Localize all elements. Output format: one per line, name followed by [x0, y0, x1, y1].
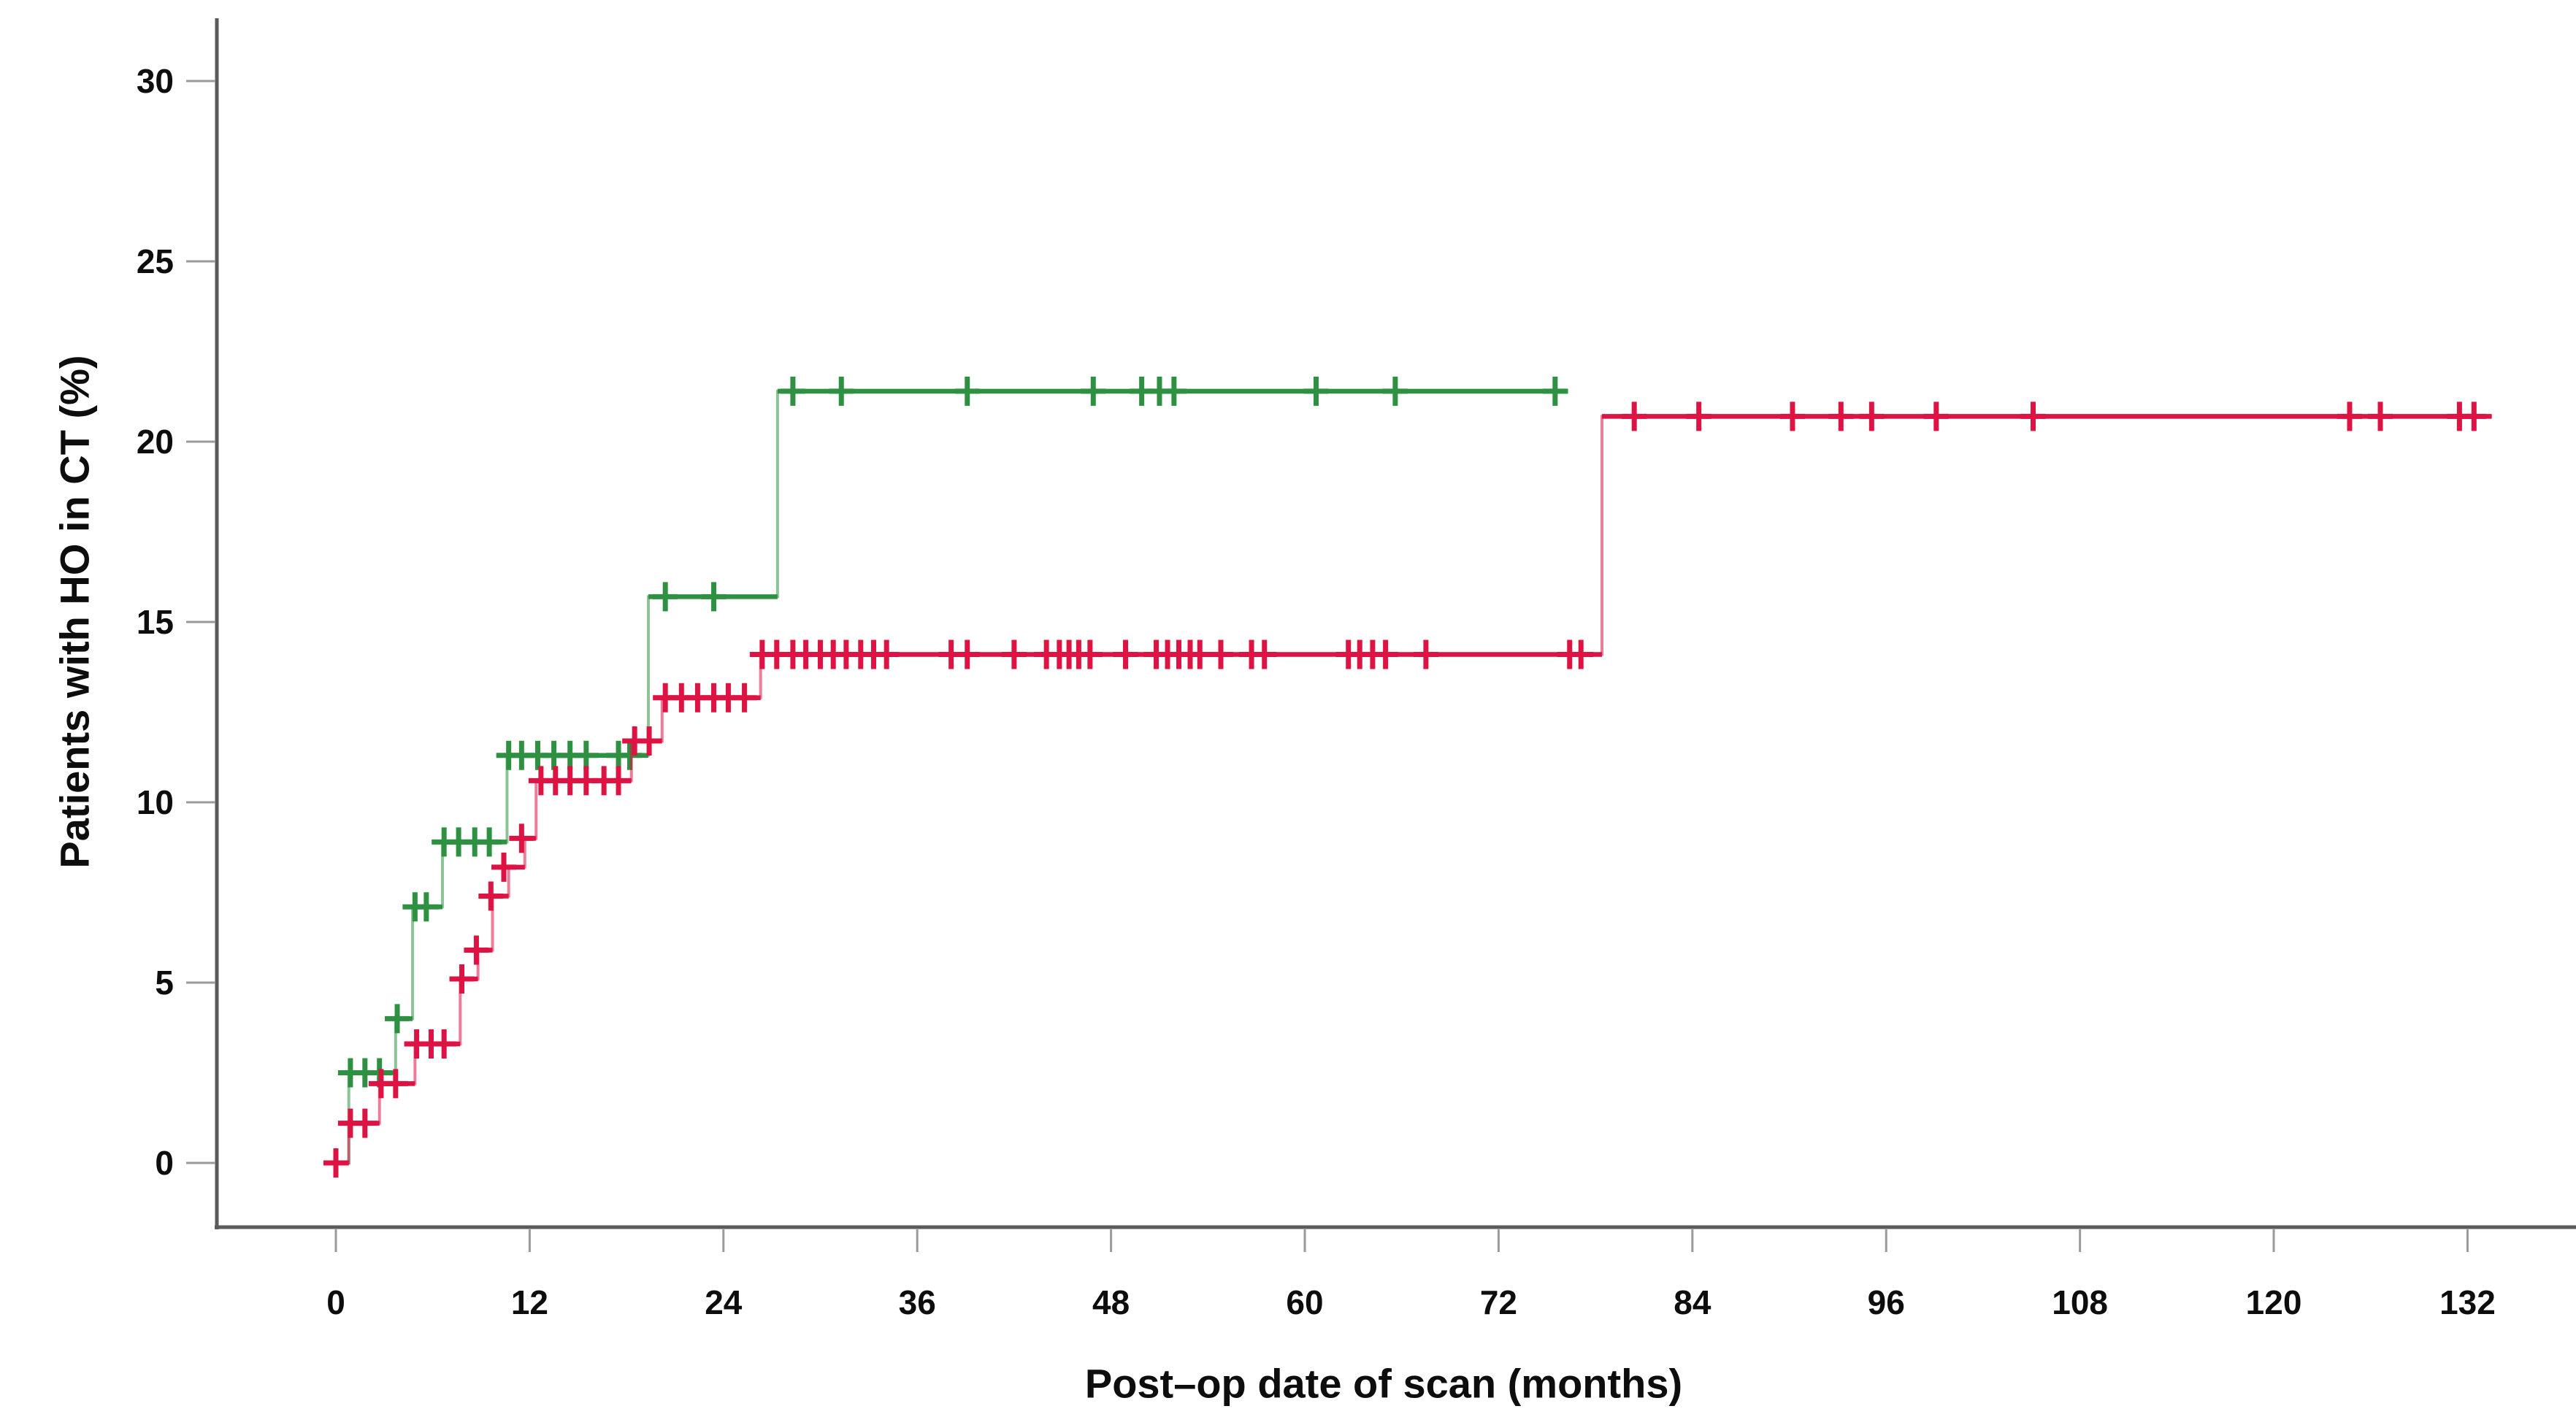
x-tick-label: 84 [1674, 1283, 1711, 1321]
y-tick-label: 20 [137, 423, 174, 461]
x-tick-label: 36 [899, 1283, 936, 1321]
x-tick-label: 60 [1286, 1283, 1323, 1321]
x-tick-label: 96 [1868, 1283, 1905, 1321]
y-axis-title: Patients with HO in CT (%) [51, 355, 98, 869]
y-tick-label: 10 [137, 783, 174, 821]
y-tick-label: 15 [137, 603, 174, 641]
group-red-curve-steps [336, 415, 2492, 1164]
group-red-curve [336, 414, 2492, 1166]
x-tick-label: 12 [511, 1283, 548, 1321]
y-tick-label: 25 [137, 242, 174, 280]
y-tick-label: 5 [155, 964, 174, 1002]
x-axis-title: Post–op date of scan (months) [1084, 1360, 1683, 1407]
x-tick-label: 48 [1092, 1283, 1130, 1321]
y-tick-label: 30 [137, 62, 174, 100]
y-tick-label: 0 [155, 1144, 174, 1182]
x-tick-label: 0 [326, 1283, 345, 1321]
x-tick-label: 72 [1480, 1283, 1517, 1321]
x-tick-label: 120 [2246, 1283, 2302, 1321]
x-tick-label: 24 [705, 1283, 743, 1321]
group-green-curve-steps [336, 389, 1568, 1164]
group-green-curve [336, 388, 1568, 1166]
x-tick-label: 132 [2439, 1283, 2496, 1321]
x-tick-label: 108 [2052, 1283, 2108, 1321]
